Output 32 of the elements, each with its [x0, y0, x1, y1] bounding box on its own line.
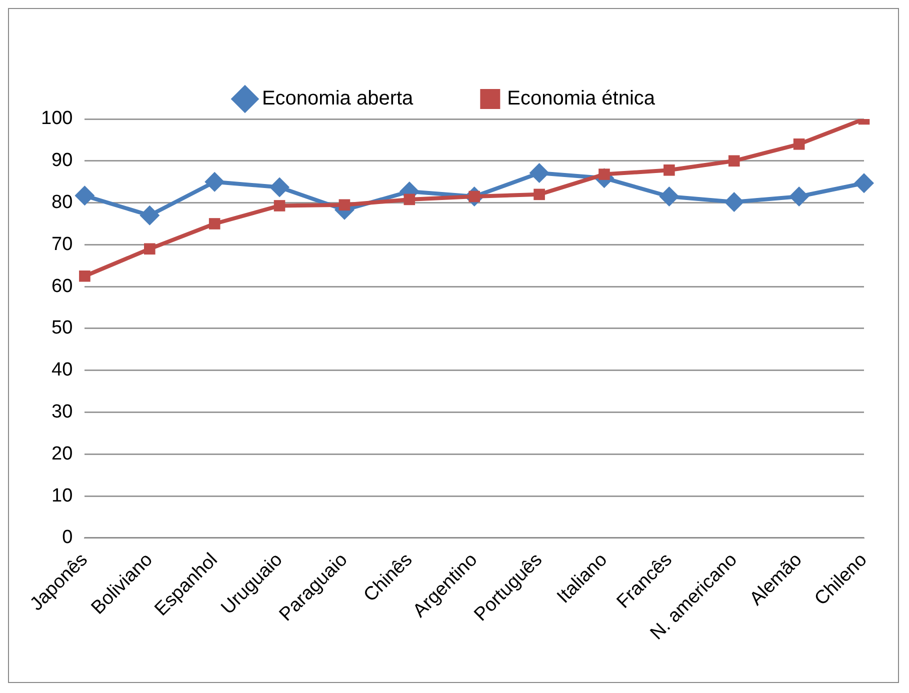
point [404, 194, 416, 206]
point [140, 205, 160, 226]
point [79, 270, 90, 282]
point [204, 172, 225, 192]
point [74, 186, 95, 206]
y-tick-label: 30 [52, 402, 73, 423]
point [270, 177, 290, 198]
point [793, 138, 805, 150]
y-tick-label: 60 [52, 276, 73, 297]
y-tick-label: 90 [52, 150, 73, 172]
point [659, 186, 680, 207]
y-tick-label: 10 [52, 485, 73, 506]
point [274, 200, 286, 212]
point [144, 243, 156, 255]
y-tick-label: 40 [52, 360, 73, 381]
legend-label: Economia étnica [507, 88, 656, 110]
point [208, 218, 220, 230]
y-tick-label: 50 [52, 318, 73, 339]
y-tick-label: 100 [41, 108, 73, 130]
point [338, 199, 350, 211]
point [534, 188, 545, 200]
point [854, 173, 874, 194]
y-tick-label: 70 [52, 234, 73, 255]
point [789, 186, 810, 207]
y-tick-label: 80 [52, 192, 73, 214]
point [664, 164, 675, 176]
point [529, 163, 550, 184]
y-tick-label: 0 [62, 527, 73, 548]
point [724, 192, 744, 212]
y-tick-label: 20 [52, 443, 73, 464]
legend-label: Economia aberta [262, 88, 414, 110]
point [728, 155, 740, 167]
